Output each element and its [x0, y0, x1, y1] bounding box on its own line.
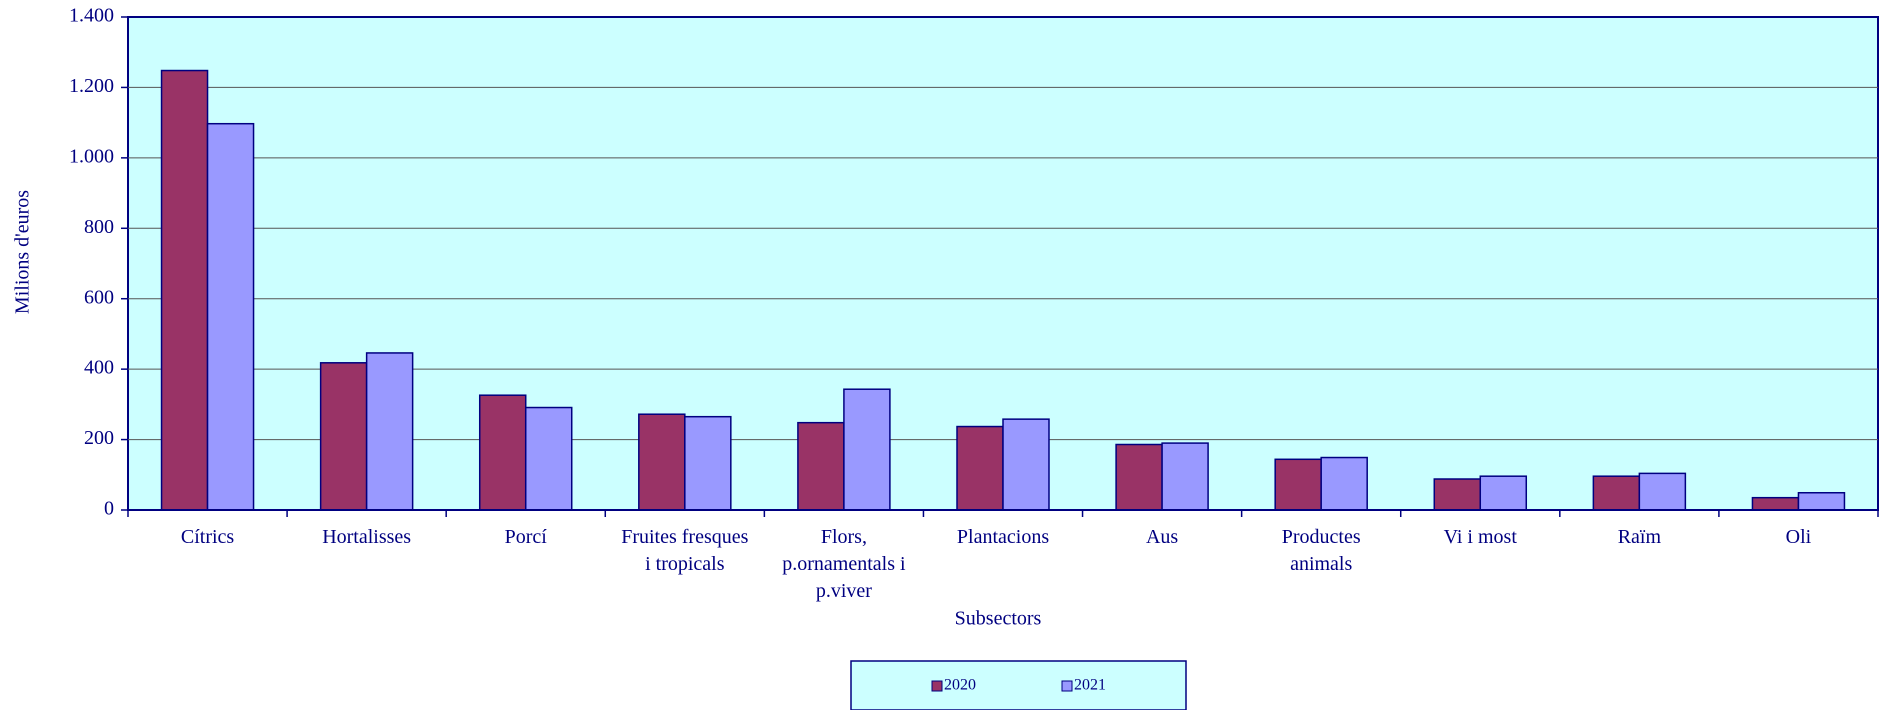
- y-tick-label: 200: [84, 427, 114, 449]
- bar: [797, 421, 845, 511]
- bar: [1115, 443, 1163, 511]
- x-tick-label: Plantacions: [957, 526, 1049, 548]
- y-tick-label: 400: [84, 357, 114, 379]
- x-tick-label: Vi i most: [1444, 526, 1518, 548]
- x-tick-label: Porcí: [505, 526, 548, 548]
- x-tick-label: Fruites fresques i tropicals: [621, 526, 748, 575]
- y-tick-label: 1.200: [69, 75, 114, 97]
- y-tick-label: 0: [104, 498, 114, 520]
- bar: [524, 406, 573, 511]
- x-tick-label: Aus: [1146, 526, 1178, 548]
- bar: [206, 122, 255, 511]
- legend-label: 2021: [1074, 677, 1106, 694]
- bar: [1320, 456, 1368, 511]
- bar: [1797, 491, 1846, 511]
- bar: [1433, 478, 1482, 511]
- bar: [1751, 496, 1800, 511]
- bar: [638, 413, 686, 511]
- x-tick-label: Cítrics: [181, 526, 235, 548]
- legend-swatch: [931, 680, 943, 692]
- bar: [1479, 475, 1528, 511]
- bar: [1638, 472, 1687, 511]
- bar: [365, 352, 414, 511]
- bar: [478, 394, 527, 511]
- bar: [956, 425, 1004, 511]
- bar: [1592, 475, 1641, 511]
- bar: [684, 415, 732, 511]
- y-axis-title: Milions d'euros: [12, 190, 34, 314]
- x-tick-label: Productes animals: [1282, 526, 1361, 575]
- x-tick-label: Flors, p.ornamentals i p.viver: [782, 526, 906, 602]
- y-tick-label: 800: [84, 216, 114, 238]
- x-tick-label: Oli: [1786, 526, 1812, 548]
- bar: [160, 69, 209, 511]
- x-tick-label: Raïm: [1618, 526, 1662, 548]
- y-tick-label: 1.000: [69, 145, 114, 167]
- bar: [1161, 442, 1209, 511]
- x-tick-label: Hortalisses: [322, 526, 411, 548]
- bar: [1274, 458, 1322, 511]
- bar: [843, 388, 891, 511]
- bar: [319, 362, 368, 511]
- legend-label: 2020: [944, 677, 976, 694]
- y-tick-label: 1.400: [69, 5, 114, 27]
- legend: [850, 660, 1187, 710]
- legend-swatch: [1061, 680, 1073, 692]
- y-tick-label: 600: [84, 286, 114, 308]
- x-axis-title: Subsectors: [955, 608, 1042, 630]
- legend-items: 2020 2021: [931, 677, 1106, 694]
- bar: [1002, 418, 1050, 511]
